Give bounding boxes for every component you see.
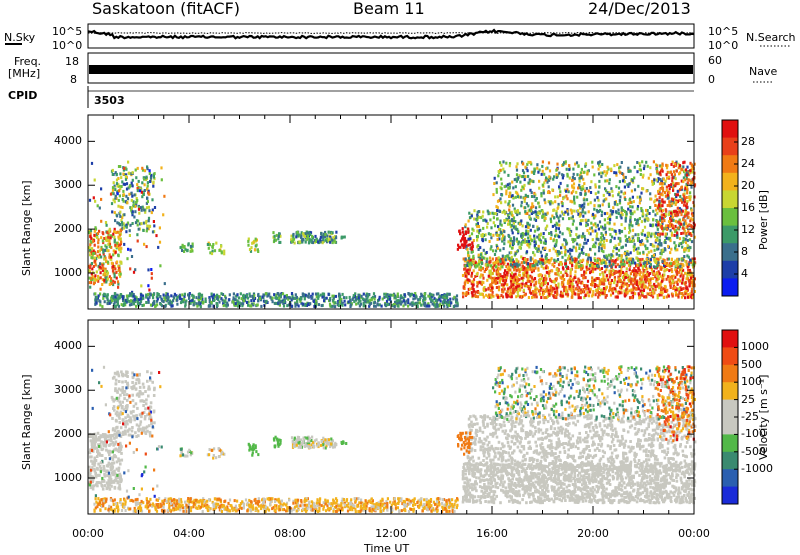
frequency-panel	[88, 53, 772, 108]
nave-label: Nave	[749, 66, 777, 77]
x-tick-label: 16:00	[476, 528, 508, 539]
x-tick-label: 08:00	[274, 528, 306, 539]
noise-left-tick-low: 10^0	[52, 40, 82, 51]
power-colorbar-tick-label: 28	[741, 136, 755, 147]
velocity-colorbar-tick-label: -1000	[741, 463, 773, 474]
velocity-colorbar-segment	[722, 487, 738, 505]
freq-left-tick-high: 18	[65, 56, 79, 67]
power-colorbar-tick-label: 12	[741, 224, 755, 235]
power-colorbar-segment	[722, 138, 738, 156]
velocity-colorbar-tick-label: 25	[741, 394, 755, 405]
velocity-ytick-label: 4000	[54, 340, 82, 351]
velocity-colorbar-tick-label: 100	[741, 376, 762, 387]
velocity-colorbar-tick-label: -100	[741, 428, 766, 439]
velocity-colorbar-segment	[722, 400, 738, 418]
colorbars	[722, 120, 738, 505]
power-colorbar-tick-label: 8	[741, 246, 748, 257]
power-cells	[88, 160, 696, 308]
x-tick-label: 04:00	[173, 528, 205, 539]
power-colorbar-tick-label: 20	[741, 180, 755, 191]
power-colorbar-segment	[722, 120, 738, 138]
velocity-ytick-label: 1000	[54, 472, 82, 483]
nave-right-tick-low: 0	[708, 74, 715, 85]
noise-left-tick-high: 10^5	[52, 26, 82, 37]
freq-unit-label: [MHz]	[8, 68, 40, 79]
freq-left-tick-low: 8	[70, 74, 77, 85]
power-colorbar-segment	[722, 208, 738, 226]
noise-right-tick-low: 10^0	[708, 40, 738, 51]
velocity-colorbar-segment	[722, 330, 738, 348]
noise-sky-label: N.Sky	[4, 32, 35, 43]
x-tick-label: 12:00	[375, 528, 407, 539]
power-colorbar-tick-label: 16	[741, 202, 755, 213]
velocity-ylabel: Slant Range [km]	[20, 374, 33, 470]
velocity-colorbar-tick-label: -25	[741, 411, 759, 422]
power-ytick-label: 2000	[54, 223, 82, 234]
velocity-colorbar-segment	[722, 452, 738, 470]
power-ytick-label: 4000	[54, 135, 82, 146]
power-panel	[88, 115, 696, 309]
nave-right-tick-high: 60	[708, 55, 722, 66]
power-colorbar-segment	[722, 173, 738, 191]
velocity-colorbar-segment	[722, 434, 738, 452]
power-colorbar-tick-label: 4	[741, 268, 748, 279]
noise-search-label: N.Search	[746, 32, 796, 43]
power-ytick-label: 1000	[54, 267, 82, 278]
velocity-ytick-label: 3000	[54, 384, 82, 395]
velocity-ytick-label: 2000	[54, 428, 82, 439]
noise-panel-frame	[88, 24, 694, 48]
velocity-colorbar-tick-label: 500	[741, 359, 762, 370]
velocity-panel	[88, 320, 697, 514]
velocity-colorbar-segment	[722, 417, 738, 435]
power-colorbar-segment	[722, 190, 738, 208]
frequency-series	[89, 65, 693, 74]
power-colorbar-segment	[722, 278, 738, 296]
freq-label: Freq.	[14, 56, 41, 67]
power-colorbar-label: Power [dB]	[757, 190, 770, 250]
noise-panel	[5, 24, 790, 48]
velocity-colorbar-tick-label: -500	[741, 446, 766, 457]
noise-sky-series	[88, 30, 694, 38]
velocity-colorbar-segment	[722, 469, 738, 487]
power-ytick-label: 3000	[54, 179, 82, 190]
x-axis-label: Time UT	[364, 543, 409, 554]
cpid-value: 3503	[94, 95, 125, 106]
date-label: 24/Dec/2013	[588, 1, 691, 17]
x-tick-label: 20:00	[577, 528, 609, 539]
noise-right-tick-high: 10^5	[708, 26, 738, 37]
plot-title: Saskatoon (fitACF)	[92, 1, 240, 17]
cpid-label: CPID	[8, 90, 37, 101]
power-colorbar-segment	[722, 261, 738, 279]
velocity-colorbar-segment	[722, 382, 738, 400]
velocity-colorbar-tick-label: 1000	[741, 341, 769, 352]
power-ylabel: Slant Range [km]	[20, 180, 33, 276]
power-colorbar-tick-label: 24	[741, 158, 755, 169]
velocity-colorbar-segment	[722, 365, 738, 383]
power-colorbar-segment	[722, 226, 738, 244]
velocity-colorbar-segment	[722, 347, 738, 365]
velocity-cells	[88, 365, 697, 513]
x-tick-label: 00:00	[678, 528, 710, 539]
x-tick-label: 00:00	[72, 528, 104, 539]
beam-label: Beam 11	[353, 1, 425, 17]
